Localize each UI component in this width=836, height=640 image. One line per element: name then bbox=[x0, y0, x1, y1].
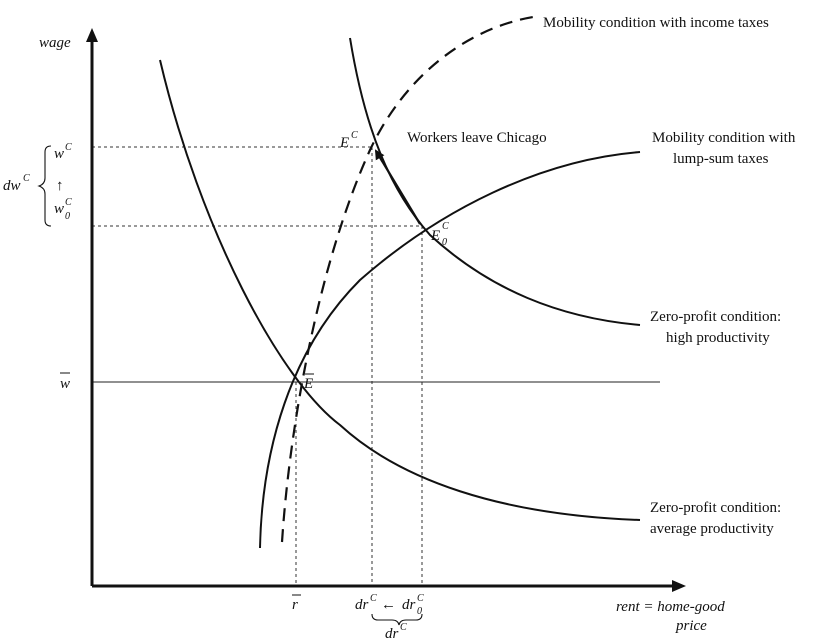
x-axis-label-line1: rent = home-good bbox=[616, 599, 725, 615]
x-tick-drC-brace: dr bbox=[385, 626, 399, 640]
y-tick-w0C: w bbox=[54, 201, 64, 217]
x-tick-dr0C-sub: 0 bbox=[417, 606, 422, 617]
y-tick-wC-sup: C bbox=[65, 142, 72, 153]
mobility-income-taxes-curve bbox=[280, 14, 541, 543]
y-tick-wC: w bbox=[54, 146, 64, 162]
point-E-bar: E bbox=[303, 376, 313, 392]
mobility-lump-sum-curve bbox=[259, 151, 641, 549]
label-mobility-lump-sum-2: lump-sum taxes bbox=[673, 151, 769, 167]
y-tick-w0C-sup: C bbox=[65, 197, 72, 208]
dr-brace bbox=[371, 613, 423, 626]
point-E0C-sup: C bbox=[442, 221, 449, 232]
x-axis-label-line2: price bbox=[675, 618, 707, 634]
point-E0C-sub: 0 bbox=[442, 237, 447, 248]
point-EC-sup: C bbox=[351, 130, 358, 141]
x-tick-drC: dr bbox=[355, 597, 369, 613]
x-tick-drC-brace-sup: C bbox=[400, 622, 407, 633]
x-axis-arrowhead bbox=[672, 580, 686, 592]
y-axis-label: wage bbox=[39, 35, 71, 51]
point-EC: E bbox=[339, 135, 349, 151]
y-tick-dwC-sup: C bbox=[23, 173, 30, 184]
x-tick-drC-sup: C bbox=[370, 593, 377, 604]
label-zero-profit-average-2: average productivity bbox=[650, 521, 774, 537]
label-zero-profit-average-1: Zero-profit condition: bbox=[650, 500, 781, 516]
label-mobility-lump-sum-1: Mobility condition with bbox=[652, 130, 796, 146]
workers-leave-arrow bbox=[374, 149, 421, 225]
label-zero-profit-high-2: high productivity bbox=[666, 330, 770, 346]
y-tick-w-bar: w bbox=[60, 376, 70, 392]
x-tick-dr0C-sup: C bbox=[417, 593, 424, 604]
x-tick-dr0C: dr bbox=[402, 597, 416, 613]
guide-lines bbox=[92, 146, 423, 586]
dw-brace bbox=[37, 145, 52, 227]
label-zero-profit-high-1: Zero-profit condition: bbox=[650, 309, 781, 325]
zero-profit-high-curve bbox=[349, 37, 641, 326]
point-E0C: E bbox=[430, 228, 440, 244]
workers-leave-label: Workers leave Chicago bbox=[407, 130, 547, 146]
x-tick-left-arrow: ← bbox=[381, 597, 396, 613]
label-mobility-income-taxes: Mobility condition with income taxes bbox=[543, 15, 769, 31]
x-tick-r-bar: r bbox=[292, 597, 298, 613]
zero-profit-average-curve bbox=[159, 59, 641, 521]
axes bbox=[86, 28, 686, 592]
y-tick-up-arrow: ↑ bbox=[56, 178, 64, 194]
y-axis-arrowhead bbox=[86, 28, 98, 42]
y-tick-w0C-sub: 0 bbox=[65, 211, 70, 222]
y-tick-dwC: dw bbox=[3, 178, 21, 194]
